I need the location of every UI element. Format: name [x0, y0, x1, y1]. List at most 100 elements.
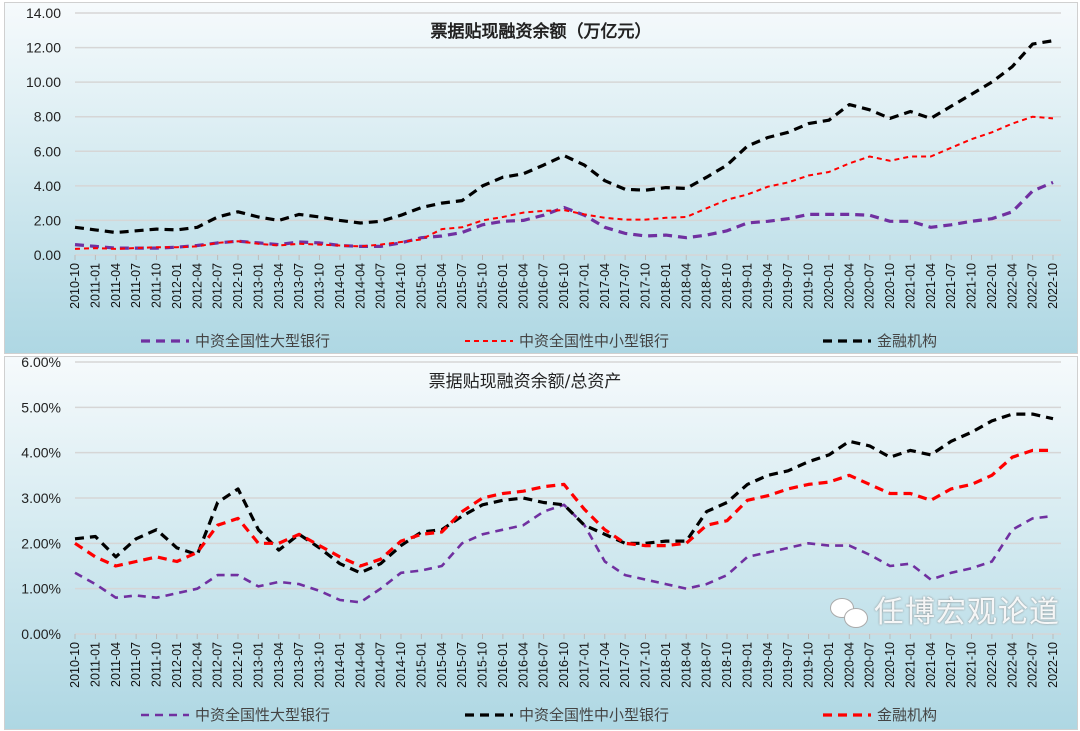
x-tick-label: 2012-04 [190, 263, 204, 309]
x-tick-label: 2011-10 [150, 263, 164, 308]
x-tick-label: 2021-04 [924, 642, 938, 688]
x-tick-label: 2017-01 [577, 642, 591, 688]
x-tick-label: 2022-04 [1005, 263, 1019, 309]
x-tick-label: 2013-04 [272, 642, 286, 688]
y-tick-label: 10.00 [26, 74, 61, 90]
x-tick-label: 2020-07 [863, 263, 877, 309]
x-tick-label: 2019-10 [802, 263, 816, 309]
x-tick-label: 2011-01 [88, 642, 102, 687]
y-tick-label: 6.00% [21, 357, 61, 370]
y-tick-label: 6.00 [34, 143, 61, 159]
x-tick-label: 2016-10 [557, 642, 571, 688]
legend-label-3: 金融机构 [877, 332, 937, 350]
series-line-2 [74, 115, 1054, 250]
x-tick-label: 2017-01 [577, 263, 591, 309]
x-tick-label: 2019-07 [781, 263, 795, 309]
legend-label-1: 中资全国性大型银行 [195, 332, 330, 350]
x-tick-label: 2019-10 [802, 642, 816, 688]
x-tick-label: 2021-07 [944, 642, 958, 688]
x-tick-label: 2020-01 [822, 642, 836, 688]
series-line-1 [74, 503, 1054, 604]
x-tick-label: 2022-01 [985, 263, 999, 309]
x-tick-label: 2019-01 [740, 263, 754, 309]
x-tick-label: 2015-04 [435, 263, 449, 309]
balance-chart: 0.00 2.00 4.00 6.00 8.00 10.00 12.00 14.00 2010-… [26, 5, 1061, 350]
x-tick-label: 2014-07 [374, 642, 388, 688]
x-tick-label: 2011-07 [129, 263, 143, 308]
x-tick-label: 2016-10 [557, 263, 571, 309]
x-tick-label: 2012-07 [211, 642, 225, 688]
y-tick-label: 4.00% [21, 445, 61, 461]
x-tick-label: 2013-01 [251, 642, 265, 688]
x-tick-label: 2012-10 [231, 263, 245, 309]
x-tick-label: 2019-04 [761, 263, 775, 309]
x-tick-label: 2013-04 [272, 263, 286, 309]
x-tick-label: 2020-01 [822, 263, 836, 309]
x-tick-label: 2022-10 [1046, 642, 1060, 688]
x-tick-label: 2015-10 [476, 263, 490, 309]
watermark: 任博宏观论道 [830, 596, 1060, 630]
x-tick-label: 2013-10 [313, 642, 327, 688]
x-tick-label: 2016-07 [537, 642, 551, 688]
x-tick-label: 2022-07 [1026, 642, 1040, 688]
chart-title: 票据贴现融资余额（万亿元） [431, 21, 652, 42]
x-tick-label: 2017-04 [598, 263, 612, 309]
x-tick-label: 2017-07 [618, 642, 632, 688]
legend-label-2: 中资全国性中小型银行 [519, 706, 669, 724]
wechat-icon [830, 598, 868, 628]
x-tick-label: 2014-07 [374, 263, 388, 309]
series-line-3 [74, 448, 1053, 568]
x-tick-label: 2021-04 [924, 263, 938, 309]
x-tick-label: 2013-07 [292, 642, 306, 688]
x-tick-label: 2014-01 [333, 642, 347, 688]
x-tick-label: 2016-04 [516, 263, 530, 309]
x-tick-label: 2018-07 [700, 642, 714, 688]
x-tick-label: 2017-10 [639, 263, 653, 309]
x-tick-label: 2014-10 [394, 263, 408, 309]
y-tick-label: 4.00 [34, 178, 61, 194]
x-tick-label: 2020-10 [883, 642, 897, 688]
x-tick-label: 2021-01 [903, 263, 917, 309]
x-tick-label: 2015-01 [414, 642, 428, 688]
x-tick-label: 2010-10 [68, 642, 82, 688]
x-tick-label: 2022-01 [985, 642, 999, 688]
x-tick-label: 2018-07 [700, 263, 714, 309]
x-tick-label: 2014-01 [333, 263, 347, 309]
x-tick-label: 2011-07 [129, 642, 143, 687]
x-tick-label: 2011-04 [109, 642, 123, 687]
series-line-3 [74, 39, 1054, 235]
legend-label-2: 中资全国性中小型银行 [519, 332, 669, 350]
x-tick-label: 2012-10 [231, 642, 245, 688]
x-tick-label: 2020-04 [842, 642, 856, 688]
x-tick-label: 2010-10 [68, 263, 82, 309]
x-tick-label: 2011-10 [150, 642, 164, 687]
x-tick-label: 2014-04 [353, 642, 367, 688]
y-tick-label: 3.00% [21, 490, 61, 506]
series-line-1 [74, 180, 1054, 250]
y-tick-label: 0.00% [21, 626, 61, 642]
x-tick-label: 2018-04 [679, 642, 693, 688]
x-tick-label: 2012-04 [190, 642, 204, 688]
x-tick-label: 2018-10 [720, 642, 734, 688]
legend-label-1: 中资全国性大型银行 [195, 706, 330, 724]
x-tick-label: 2016-01 [496, 642, 510, 688]
watermark-text: 任博宏观论道 [874, 595, 1060, 630]
x-tick-label: 2011-04 [109, 263, 123, 308]
balance-chart-panel: 0.00 2.00 4.00 6.00 8.00 10.00 12.00 14.00 2010-… [4, 2, 1078, 354]
x-tick-label: 2015-07 [455, 642, 469, 688]
x-tick-label: 2017-04 [598, 642, 612, 688]
x-tick-label: 2020-10 [883, 263, 897, 309]
y-tick-label: 12.00 [26, 40, 61, 56]
legend-label-3: 金融机构 [877, 706, 937, 724]
x-tick-label: 2015-01 [414, 263, 428, 309]
x-tick-label: 2014-04 [353, 263, 367, 309]
x-tick-label: 2016-01 [496, 263, 510, 309]
x-tick-label: 2014-10 [394, 642, 408, 688]
x-tick-label: 2015-07 [455, 263, 469, 309]
y-tick-label: 2.00 [34, 212, 61, 228]
x-tick-label: 2016-07 [537, 263, 551, 309]
x-tick-label: 2015-04 [435, 642, 449, 688]
x-tick-label: 2012-07 [211, 263, 225, 309]
x-tick-label: 2021-10 [965, 642, 979, 688]
x-tick-label: 2020-04 [842, 263, 856, 309]
